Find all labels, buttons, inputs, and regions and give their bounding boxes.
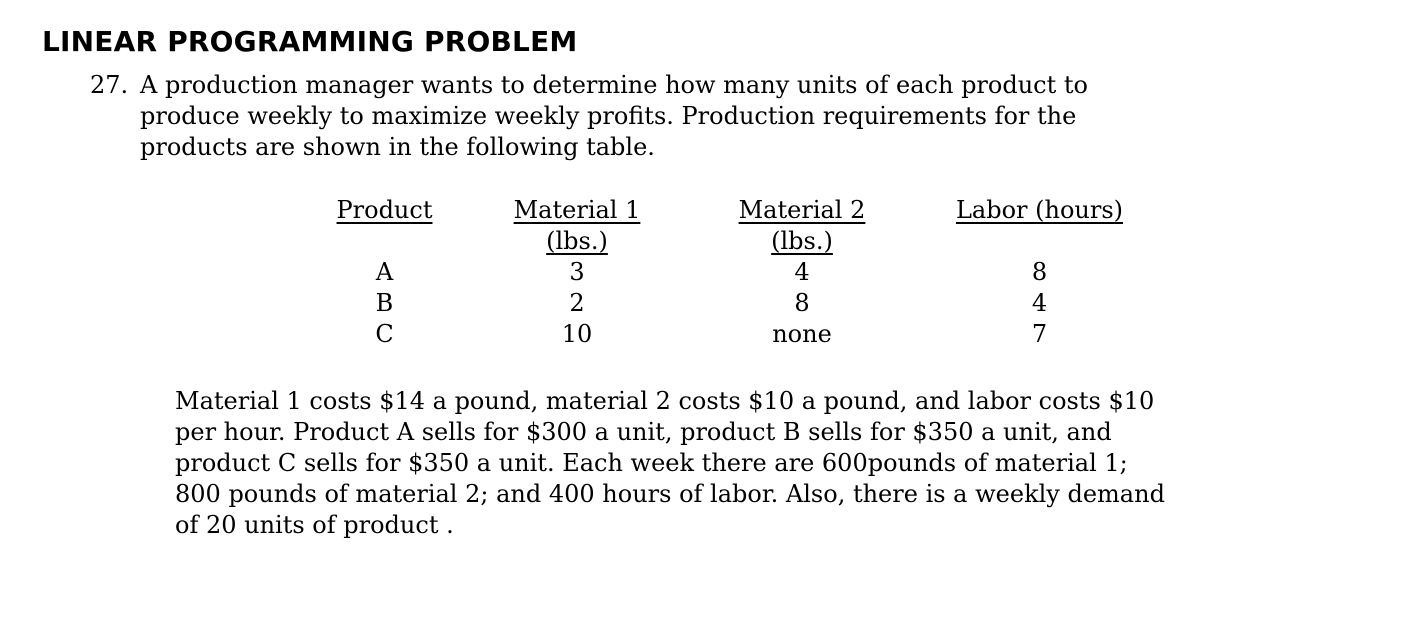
page-title: LINEAR PROGRAMMING PROBLEM	[42, 25, 578, 58]
cell-material2: 4	[794, 258, 810, 286]
table-row: C 10 none 7	[292, 319, 1152, 350]
cell-product: A	[375, 258, 394, 286]
cell-labor: 7	[1031, 320, 1048, 348]
problem-number: 27.	[90, 71, 129, 99]
header-line: Material 2	[738, 196, 866, 224]
column-header-material1: Material 1 (lbs.)	[477, 195, 677, 257]
cell-labor: 8	[1031, 258, 1048, 286]
table-header-row: Product Material 1 (lbs.) Material 2 (lb…	[292, 195, 1152, 257]
header-line: (lbs.)	[546, 227, 608, 255]
cell-labor: 4	[1031, 289, 1048, 317]
header-line: Product	[336, 196, 433, 224]
cell-product: C	[375, 320, 394, 348]
cell-material2: 8	[794, 289, 810, 317]
table-row: B 2 8 4	[292, 288, 1152, 319]
problem-body-text: Material 1 costs $14 a pound, material 2…	[175, 387, 1165, 539]
header-line: Material 1	[513, 196, 641, 224]
column-header-product: Product	[292, 195, 477, 257]
column-header-material2: Material 2 (lbs.)	[677, 195, 927, 257]
cell-material1: 3	[569, 258, 585, 286]
header-line: Labor (hours)	[955, 196, 1124, 224]
cell-material1: 10	[561, 320, 593, 348]
header-line: (lbs.)	[771, 227, 833, 255]
cell-material2: none	[772, 320, 832, 348]
requirements-table: Product Material 1 (lbs.) Material 2 (lb…	[292, 195, 1152, 350]
column-header-labor: Labor (hours)	[927, 195, 1152, 257]
cell-material1: 2	[569, 289, 585, 317]
problem-item: 27. A production manager wants to determ…	[90, 70, 1408, 163]
problem-intro-text: A production manager wants to determine …	[140, 71, 1088, 161]
cell-product: B	[375, 289, 394, 317]
table-row: A 3 4 8	[292, 257, 1152, 288]
